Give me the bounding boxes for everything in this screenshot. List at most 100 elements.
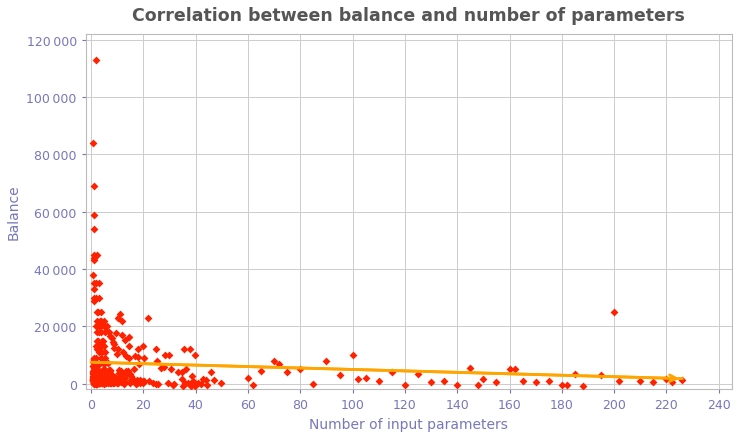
Point	[92, 360, 104, 367]
Point	[92, 380, 104, 387]
Point	[87, 377, 99, 384]
Point	[115, 311, 126, 318]
Point	[133, 360, 145, 367]
Point	[88, 294, 100, 301]
Point	[87, 374, 99, 381]
Point	[98, 380, 110, 387]
Point	[134, 377, 146, 384]
Point	[110, 330, 122, 337]
Point	[112, 314, 123, 321]
Point	[90, 57, 102, 64]
Point	[137, 343, 149, 350]
Point	[95, 374, 106, 381]
Point	[88, 379, 100, 386]
Point	[179, 380, 191, 387]
Point	[87, 377, 99, 384]
Point	[194, 381, 206, 388]
Point	[94, 374, 106, 381]
Point	[491, 379, 503, 386]
Point	[119, 336, 131, 343]
Point	[91, 371, 103, 378]
Point	[112, 378, 123, 385]
Point	[99, 355, 111, 362]
Point	[101, 323, 113, 330]
Point	[87, 378, 99, 385]
Point	[120, 375, 132, 382]
Point	[109, 378, 120, 385]
Point	[91, 337, 103, 344]
Point	[95, 377, 107, 384]
Point	[95, 329, 107, 336]
Point	[88, 370, 100, 377]
Point	[88, 375, 100, 382]
Point	[87, 376, 99, 383]
Point	[95, 309, 107, 316]
Point	[412, 371, 424, 378]
Point	[91, 376, 103, 383]
Point	[131, 379, 143, 386]
Point	[93, 378, 105, 385]
Point	[95, 318, 107, 325]
Point	[104, 368, 116, 375]
Point	[118, 374, 130, 381]
Point	[93, 367, 105, 374]
Point	[88, 254, 100, 261]
Point	[137, 379, 149, 386]
Point	[94, 378, 106, 385]
Point	[123, 333, 135, 340]
Point	[90, 378, 102, 385]
X-axis label: Number of input parameters: Number of input parameters	[310, 417, 508, 431]
Point	[91, 309, 103, 316]
Point	[95, 349, 107, 356]
Point	[106, 377, 118, 384]
Point	[147, 380, 159, 387]
Point	[90, 375, 102, 382]
Point	[87, 370, 99, 377]
Point	[109, 375, 121, 382]
Point	[88, 286, 100, 293]
Point	[92, 373, 104, 380]
Point	[91, 374, 103, 381]
Point	[128, 376, 140, 383]
Point	[89, 356, 101, 363]
Point	[92, 376, 104, 383]
Point	[90, 379, 102, 386]
Point	[111, 350, 123, 357]
Point	[273, 360, 285, 367]
Point	[98, 337, 109, 344]
Point	[134, 380, 146, 387]
Point	[87, 373, 99, 380]
Point	[193, 380, 205, 387]
Point	[95, 370, 107, 377]
Point	[92, 374, 104, 381]
Point	[123, 371, 135, 378]
Point	[88, 356, 100, 363]
Point	[92, 337, 104, 344]
Point	[99, 375, 111, 382]
Point	[119, 378, 131, 385]
Point	[88, 183, 100, 190]
Point	[91, 368, 103, 375]
Point	[99, 349, 111, 356]
Point	[93, 379, 105, 386]
Point	[90, 362, 102, 369]
Point	[95, 374, 107, 381]
Point	[90, 377, 102, 384]
Title: Correlation between balance and number of parameters: Correlation between balance and number o…	[132, 7, 685, 25]
Point	[569, 371, 581, 378]
Point	[109, 345, 120, 352]
Point	[116, 332, 128, 339]
Point	[123, 343, 135, 350]
Point	[114, 371, 126, 378]
Point	[91, 318, 103, 325]
Point	[96, 373, 108, 380]
Point	[88, 380, 100, 387]
Point	[242, 374, 254, 381]
Point	[88, 368, 100, 375]
Point	[98, 318, 110, 325]
Point	[88, 369, 100, 376]
Point	[96, 369, 108, 376]
Point	[113, 370, 125, 377]
Point	[90, 280, 102, 287]
Point	[126, 372, 137, 379]
